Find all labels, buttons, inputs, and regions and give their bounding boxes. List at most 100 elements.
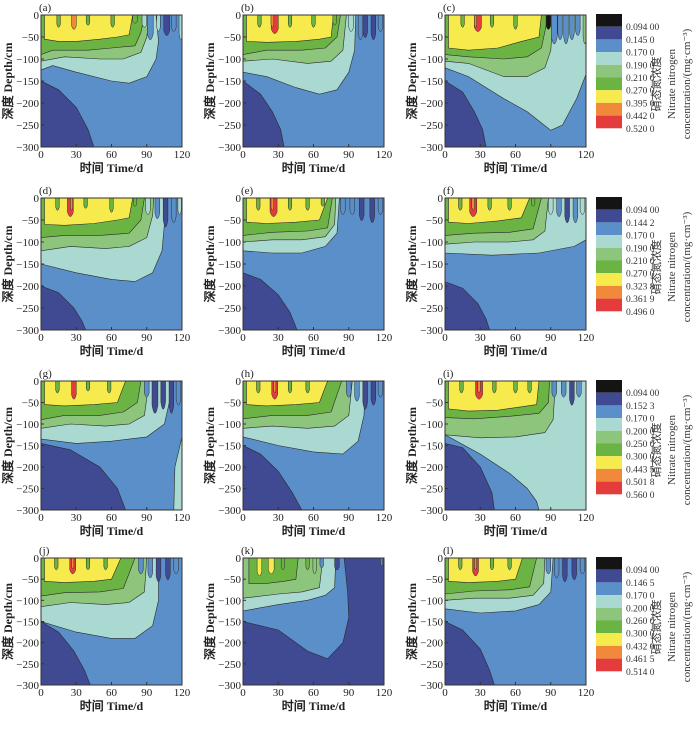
y-tick-label: −200 xyxy=(218,638,241,650)
contour-finger xyxy=(70,198,73,211)
y-tick-label: −150 xyxy=(420,259,443,271)
x-tick-label: 120 xyxy=(174,512,191,524)
contour-finger xyxy=(270,15,275,28)
colorbar-value: 0.200 0 xyxy=(626,604,655,614)
contour-plot-area xyxy=(243,381,384,510)
contour-finger xyxy=(563,15,569,45)
y-axis-label: 深度 Depth/cm xyxy=(0,43,15,120)
y-tick-label: 0 xyxy=(438,553,444,565)
contour-finger xyxy=(554,558,560,579)
colorbar-value: 0.443 5 xyxy=(626,465,655,475)
y-tick-label: −200 xyxy=(16,638,39,650)
y-tick-label: −100 xyxy=(16,595,39,607)
contour-finger xyxy=(507,198,512,211)
x-axis-label: 时间 Time/d xyxy=(484,523,548,538)
x-tick-label: 90 xyxy=(141,332,153,344)
contour-finger xyxy=(85,558,91,571)
y-tick-label: −100 xyxy=(420,237,443,249)
contour-finger xyxy=(165,558,171,581)
x-tick-label: 0 xyxy=(442,149,448,161)
y-tick-label: −50 xyxy=(22,574,40,586)
contour-finger xyxy=(160,381,166,410)
colorbar-title: concentration/(mg·cm⁻³) xyxy=(681,571,693,682)
panel-label: (g) xyxy=(39,368,52,380)
contour-plot-area xyxy=(445,15,586,147)
x-tick-label: 60 xyxy=(106,687,118,699)
contour-finger xyxy=(474,15,477,28)
contour-finger xyxy=(83,198,88,209)
x-tick-label: 30 xyxy=(475,149,487,161)
x-tick-label: 90 xyxy=(343,332,355,344)
colorbar-swatch xyxy=(596,235,622,248)
panel-j: 0 30 60 90 120 0 −50 −100 −150 −200 −250 −300 时间 Tim… xyxy=(0,545,191,713)
y-tick-label: −50 xyxy=(224,574,242,586)
panel-label: (a) xyxy=(39,2,52,14)
y-tick-label: −100 xyxy=(16,237,39,249)
panel-label: (b) xyxy=(241,2,254,14)
contour-finger xyxy=(54,558,59,571)
colorbar-swatch xyxy=(596,90,622,103)
panel-e: 0 30 60 90 120 0 −50 −100 −150 −200 −250 −300 时间 Tim… xyxy=(202,185,393,358)
colorbar-value: 0.501 8 xyxy=(626,478,655,488)
colorbar-value: 0.361 9 xyxy=(626,295,655,305)
colorbar-value: 0.144 2 xyxy=(626,219,655,229)
y-tick-label: −150 xyxy=(218,259,241,271)
contour-finger xyxy=(571,558,577,581)
contour-finger xyxy=(287,15,293,28)
colorbar-swatch xyxy=(596,658,622,672)
y-tick-label: −50 xyxy=(426,574,444,586)
y-tick-label: −150 xyxy=(218,441,241,453)
contour-finger xyxy=(163,15,170,36)
y-tick-label: −200 xyxy=(16,462,39,474)
x-tick-label: 60 xyxy=(308,687,320,699)
contour-finger xyxy=(287,198,293,211)
y-tick-label: −250 xyxy=(420,303,443,315)
colorbar-swatch xyxy=(596,52,622,65)
colorbar-swatch xyxy=(596,557,622,570)
colorbar-swatch xyxy=(596,115,622,129)
contour-plot-area xyxy=(445,198,586,330)
contour-finger xyxy=(151,381,159,414)
panel-label: (h) xyxy=(241,368,254,380)
contour-finger xyxy=(377,381,384,398)
y-tick-label: −150 xyxy=(16,617,39,629)
x-tick-label: 60 xyxy=(510,332,522,344)
colorbar-value: 0.145 0 xyxy=(626,36,655,46)
x-tick-label: 0 xyxy=(240,149,246,161)
contour-finger xyxy=(458,558,463,571)
y-tick-label: −200 xyxy=(218,462,241,474)
panel-label: (i) xyxy=(443,368,454,380)
y-tick-label: −200 xyxy=(420,462,443,474)
colorbar-swatch xyxy=(596,14,622,27)
colorbar-value: 0.300 0 xyxy=(626,453,655,463)
y-axis-label: 深度 Depth/cm xyxy=(202,407,217,484)
y-tick-label: −250 xyxy=(16,120,39,132)
contour-finger xyxy=(256,198,261,211)
colorbar-value: 0.200 0 xyxy=(626,427,655,437)
colorbar-swatch xyxy=(596,456,622,469)
contour-finger xyxy=(513,15,518,30)
x-axis-label: 时间 Time/d xyxy=(80,698,144,713)
y-tick-label: −300 xyxy=(16,142,39,154)
contour-finger xyxy=(562,558,568,583)
x-tick-label: 0 xyxy=(442,332,448,344)
x-tick-label: 120 xyxy=(578,332,595,344)
colorbar-value: 0.395 0 xyxy=(626,99,655,109)
x-axis-label: 时间 Time/d xyxy=(282,343,346,358)
y-tick-label: −300 xyxy=(420,680,443,692)
x-tick-label: 30 xyxy=(475,512,487,524)
colorbar-swatch xyxy=(596,247,622,261)
y-axis-label: 深度 Depth/cm xyxy=(0,226,15,303)
x-tick-label: 60 xyxy=(308,332,320,344)
colorbar-swatch xyxy=(596,620,622,634)
panel-k: 0 30 60 90 120 0 −50 −100 −150 −200 −250 −300 时间 Tim… xyxy=(202,545,393,713)
contour-finger xyxy=(459,381,464,394)
contour-finger xyxy=(487,198,492,211)
contour-finger xyxy=(513,381,518,394)
colorbar-swatch xyxy=(596,64,622,78)
x-tick-label: 0 xyxy=(38,332,44,344)
contour-region xyxy=(445,621,495,685)
contour-finger xyxy=(370,381,377,406)
panel-c: 0 30 60 90 120 0 −50 −100 −150 −200 −250 −300 时间 Tim… xyxy=(404,2,595,175)
contour-finger xyxy=(110,15,115,28)
